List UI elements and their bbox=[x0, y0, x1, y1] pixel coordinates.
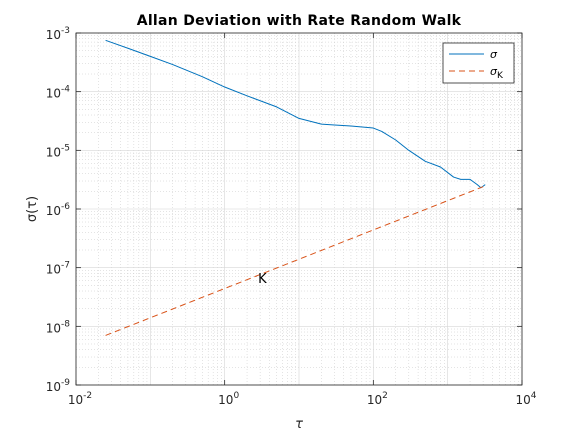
y-tick-label-base: 10 bbox=[46, 87, 61, 101]
y-tick-label-base: 10 bbox=[46, 204, 61, 218]
x-tick-label-exponent: 4 bbox=[531, 391, 537, 401]
x-tick-label-base: 10 bbox=[367, 393, 382, 407]
x-tick-label: 10-2 bbox=[68, 391, 92, 407]
x-tick-label: 100 bbox=[218, 391, 239, 407]
series-line-sigma bbox=[105, 39, 486, 189]
series-layer bbox=[105, 39, 486, 336]
x-tick-label-exponent: 2 bbox=[382, 391, 388, 401]
y-tick-label-exponent: -3 bbox=[61, 26, 70, 36]
x-tick-label-exponent: 0 bbox=[233, 391, 239, 401]
y-tick-label-exponent: -6 bbox=[61, 202, 70, 212]
y-tick-label-base: 10 bbox=[46, 145, 61, 159]
legend-label-sigma-k-symbol: σ bbox=[490, 65, 498, 78]
legend: σ σK bbox=[442, 42, 515, 84]
tick-labels: 10-2 100 102 10410-910-810-710-610-510-410-… bbox=[46, 26, 537, 407]
chart-title: Allan Deviation with Rate Random Walk bbox=[137, 13, 462, 29]
legend-label-sigma-k: σK bbox=[490, 65, 504, 81]
y-tick-label: 10-7 bbox=[46, 261, 70, 277]
legend-label-sigma-k-subscript: K bbox=[497, 71, 504, 81]
x-tick-label-exponent: -2 bbox=[83, 391, 92, 401]
x-tick-label-base: 10 bbox=[515, 393, 530, 407]
x-tick-label: 104 bbox=[515, 391, 536, 407]
legend-box bbox=[442, 42, 515, 84]
y-tick-label-exponent: -9 bbox=[61, 378, 70, 388]
y-axis-label: σ(τ) bbox=[25, 196, 40, 222]
y-tick-label-base: 10 bbox=[46, 263, 61, 277]
x-axis-label: τ bbox=[295, 417, 303, 432]
y-tick-label: 10-5 bbox=[46, 143, 70, 159]
y-tick-label: 10-4 bbox=[46, 85, 71, 101]
y-tick-label-exponent: -5 bbox=[61, 143, 70, 153]
y-tick-label: 10-3 bbox=[46, 26, 70, 42]
y-tick-label: 10-9 bbox=[46, 378, 71, 394]
y-tick-label: 10-6 bbox=[46, 202, 71, 218]
x-tick-label: 102 bbox=[367, 391, 388, 407]
y-tick-label-base: 10 bbox=[46, 28, 61, 42]
y-tick-label-exponent: -7 bbox=[61, 261, 70, 271]
series-line-sigma-k bbox=[105, 186, 484, 336]
annotation-k: K bbox=[258, 272, 267, 287]
y-tick-label-base: 10 bbox=[46, 380, 61, 394]
y-tick-label-exponent: -4 bbox=[61, 85, 70, 95]
y-tick-label: 10-8 bbox=[46, 319, 71, 335]
x-tick-label-base: 10 bbox=[68, 393, 83, 407]
x-tick-label-base: 10 bbox=[218, 393, 233, 407]
y-tick-label-exponent: -8 bbox=[61, 319, 70, 329]
legend-label-sigma: σ bbox=[490, 48, 498, 61]
y-tick-label-base: 10 bbox=[46, 321, 61, 335]
tick-marks bbox=[75, 32, 523, 386]
